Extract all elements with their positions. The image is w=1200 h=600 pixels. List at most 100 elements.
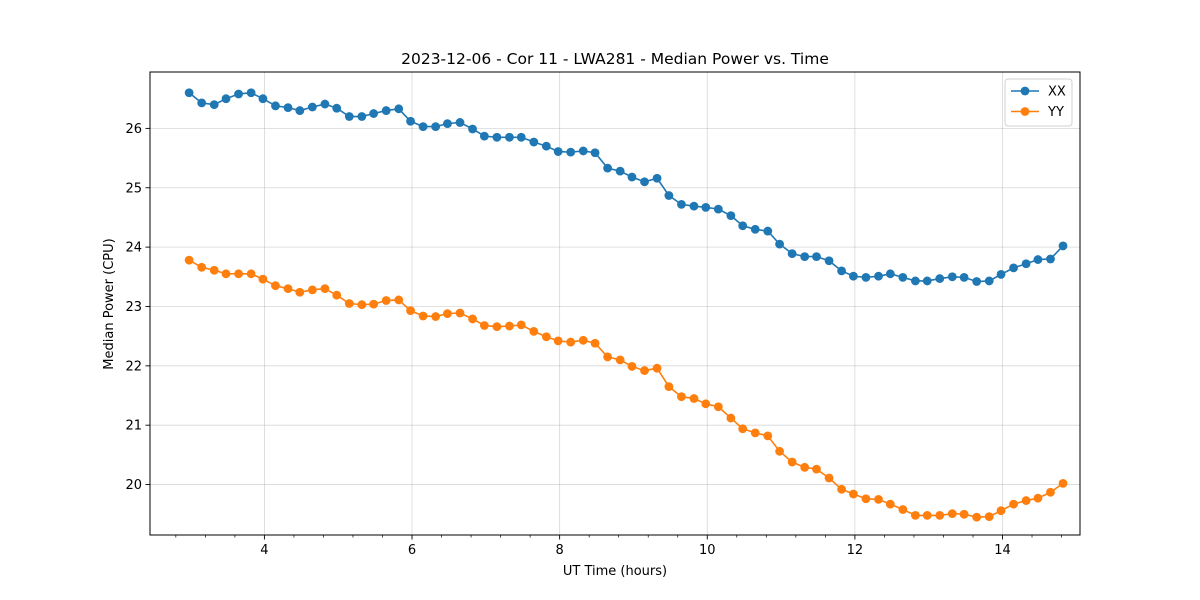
data-point-yy: [307, 285, 317, 295]
data-point-xx: [996, 270, 1006, 279]
data-point-yy: [763, 431, 773, 441]
data-point-xx: [689, 201, 699, 211]
data-point-xx: [603, 163, 613, 173]
y-tick-label: 20: [125, 478, 142, 493]
data-point-xx: [246, 88, 256, 98]
data-point-yy: [627, 362, 637, 371]
data-point-yy: [874, 494, 883, 504]
data-point-yy: [713, 402, 723, 412]
data-point-yy: [283, 284, 293, 294]
y-tick-label: 22: [125, 359, 142, 374]
data-point-xx: [357, 112, 367, 121]
data-point-yy: [615, 355, 625, 365]
data-point-yy: [652, 363, 662, 373]
data-point-xx: [320, 99, 330, 109]
data-point-yy: [640, 366, 649, 375]
data-point-xx: [885, 269, 895, 279]
data-point-xx: [849, 271, 858, 281]
data-point-yy: [1021, 496, 1031, 505]
data-point-yy: [1009, 499, 1018, 509]
x-tick-label: 12: [847, 543, 864, 558]
data-point-yy: [911, 511, 920, 520]
plot-frame: [149, 71, 1081, 536]
data-point-xx: [763, 226, 773, 236]
data-point-yy: [664, 382, 674, 392]
data-point-yy: [258, 274, 268, 284]
data-point-xx: [344, 112, 354, 121]
data-point-xx: [984, 276, 994, 286]
data-point-yy: [541, 332, 551, 342]
data-point-xx: [234, 89, 243, 99]
data-point-xx: [640, 177, 649, 187]
axis-layer: 4 6 8 10 12 14 20 21 22 23 24 25 26: [125, 122, 1062, 558]
data-point-xx: [406, 116, 415, 126]
legend: XX YY: [1004, 78, 1073, 127]
data-point-xx: [295, 106, 305, 115]
data-point-xx: [959, 272, 969, 282]
x-tick-label: 4: [260, 543, 268, 558]
data-point-xx: [701, 202, 711, 212]
data-point-yy: [996, 506, 1006, 516]
data-point-yy: [492, 322, 502, 332]
data-point-yy: [861, 494, 871, 504]
data-point-yy: [381, 296, 391, 305]
data-point-yy: [394, 295, 404, 305]
data-point-yy: [701, 399, 711, 409]
data-point-yy: [505, 321, 514, 331]
data-point-xx: [184, 88, 194, 98]
y-tick-label: 25: [125, 181, 142, 196]
data-point-xx: [468, 124, 477, 134]
data-point-yy: [935, 511, 945, 520]
data-point-xx: [369, 109, 379, 118]
data-point-xx: [824, 256, 834, 266]
data-point-yy: [406, 306, 415, 316]
data-point-xx: [221, 94, 231, 104]
data-point-yy: [824, 473, 834, 483]
data-point-xx: [812, 252, 821, 262]
data-point-yy: [837, 484, 846, 494]
data-point-yy: [1033, 493, 1043, 503]
data-point-xx: [381, 106, 391, 115]
data-point-xx: [455, 118, 465, 127]
y-axis-label: Median Power (CPU): [102, 238, 117, 369]
data-point-yy: [959, 509, 969, 519]
data-point-yy: [431, 312, 441, 321]
x-tick-label: 6: [408, 543, 416, 558]
data-point-xx: [258, 94, 268, 104]
legend-marker-yy: [1020, 107, 1030, 116]
x-tick-label: 10: [699, 543, 716, 558]
data-point-xx: [271, 101, 280, 111]
data-point-xx: [307, 102, 317, 112]
data-point-yy: [468, 314, 477, 324]
data-point-xx: [283, 103, 293, 113]
data-point-xx: [492, 132, 502, 142]
x-axis-label: UT Time (hours): [563, 564, 667, 579]
data-point-yy: [738, 424, 748, 434]
data-point-xx: [837, 266, 846, 276]
legend-marker-xx: [1020, 86, 1030, 96]
data-point-xx: [750, 224, 760, 234]
data-point-xx: [1009, 263, 1018, 273]
y-tick-label: 23: [125, 300, 142, 315]
data-point-xx: [418, 122, 428, 132]
data-point-yy: [898, 505, 908, 514]
y-tick-label: 24: [125, 241, 142, 256]
data-point-yy: [947, 509, 957, 519]
data-point-xx: [431, 122, 441, 132]
data-point-xx: [898, 272, 908, 282]
series-layer: [184, 88, 1068, 522]
data-point-xx: [332, 103, 342, 113]
data-point-xx: [516, 132, 526, 142]
data-point-xx: [578, 146, 588, 156]
data-point-xx: [652, 173, 662, 183]
data-point-yy: [578, 335, 588, 345]
data-point-xx: [566, 147, 576, 157]
data-point-yy: [529, 326, 539, 336]
data-point-yy: [726, 413, 736, 423]
data-point-xx: [541, 141, 551, 151]
data-point-yy: [787, 457, 797, 467]
data-point-xx: [874, 271, 883, 281]
x-tick-label: 8: [556, 543, 564, 558]
data-point-yy: [369, 299, 379, 309]
y-tick-label: 26: [125, 122, 142, 137]
